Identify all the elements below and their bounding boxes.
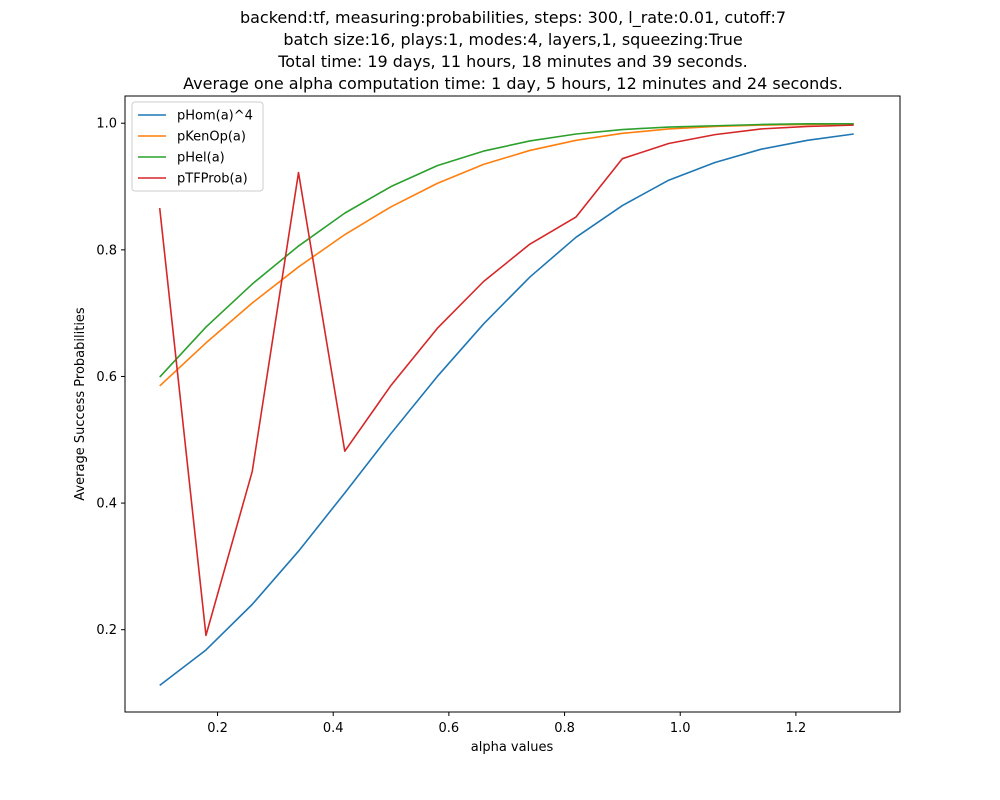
y-axis: 0.2 0.4 0.6 0.8 1.0 <box>96 117 125 638</box>
x-tick-label: 1.0 <box>670 721 691 736</box>
series-line-3 <box>159 123 854 378</box>
series-line-1 <box>159 133 854 687</box>
x-tick-label: 0.4 <box>323 721 344 736</box>
legend-label-3: pHel(a) <box>177 151 225 166</box>
y-tick-label: 0.4 <box>96 497 117 512</box>
chart-title-line-2: batch size:16, plays:1, modes:4, layers,… <box>283 30 743 49</box>
x-tick-label: 1.2 <box>786 721 807 736</box>
x-tick-label: 0.8 <box>554 721 575 736</box>
y-tick-label: 1.0 <box>96 117 117 132</box>
x-tick-label: 0.2 <box>207 721 228 736</box>
chart-title-line-3: Total time: 19 days, 11 hours, 18 minute… <box>278 52 748 71</box>
legend-label-2: pKenOp(a) <box>177 130 246 145</box>
legend: pHom(a)^4 pKenOp(a) pHel(a) pTFProb(a) <box>131 101 264 192</box>
x-axis: 0.2 0.4 0.6 0.8 1.0 1.2 <box>207 712 806 736</box>
chart-title-line-4: Average one alpha computation time: 1 da… <box>183 74 843 93</box>
y-tick-label: 0.2 <box>96 623 117 638</box>
y-tick-label: 0.6 <box>96 370 117 385</box>
series-line-4 <box>158 124 854 637</box>
legend-label-1: pHom(a)^4 <box>177 109 253 124</box>
legend-label-4: pTFProb(a) <box>177 172 248 187</box>
series-layer <box>158 123 854 687</box>
legend-box <box>131 101 264 192</box>
chart-title-line-1: backend:tf, measuring:probabilities, ste… <box>239 8 787 27</box>
x-tick-label: 0.6 <box>439 721 460 736</box>
x-axis-label: alpha values <box>471 740 554 755</box>
series-line-2 <box>159 123 854 387</box>
y-tick-label: 0.8 <box>96 243 117 258</box>
y-axis-label: Average Success Probabilities <box>73 307 88 501</box>
axes-frame <box>124 95 901 713</box>
